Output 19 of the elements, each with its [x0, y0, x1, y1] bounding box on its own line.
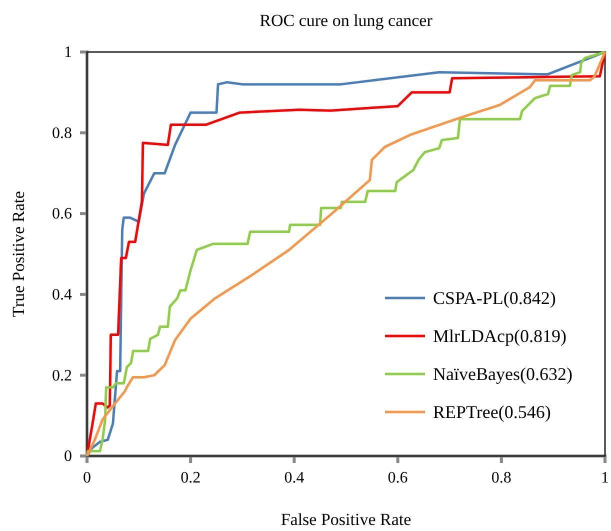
x-axis-title: False Positive Rate: [280, 510, 412, 529]
x-tick-label: 0.4: [284, 469, 304, 486]
chart-title: ROC cure on lung cancer: [260, 11, 433, 30]
y-tick-label: 0.4: [52, 286, 72, 304]
y-tick-label: 0: [64, 448, 72, 466]
x-tick-label: 0.6: [388, 469, 408, 486]
y-axis-title: True Positive Rate: [9, 191, 28, 317]
y-tick-label: 0.8: [52, 124, 72, 142]
legend-label: CSPA-PL(0.842): [433, 288, 556, 308]
legend-label: NaïveBayes(0.632): [433, 364, 572, 384]
legend-label: MlrLDAcp(0.819): [433, 326, 566, 346]
x-tick-label: 0: [83, 469, 91, 486]
x-tick-label: 1: [601, 469, 609, 486]
y-tick-label: 0.2: [52, 367, 72, 384]
x-tick-label: 0.2: [180, 469, 201, 486]
x-tick-label: 0.8: [491, 469, 512, 486]
y-tick-label: 1: [64, 44, 72, 62]
y-tick-label: 0.6: [52, 206, 72, 223]
legend-label: REPTree(0.546): [433, 402, 551, 422]
